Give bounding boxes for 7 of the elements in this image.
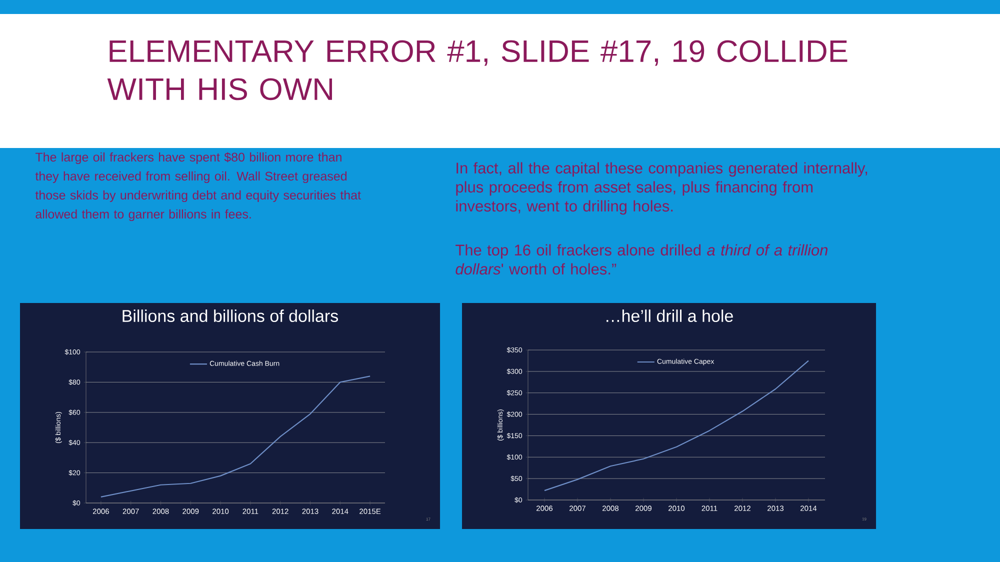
line-series — [544, 360, 810, 492]
text: In fact, all the capital these companies generated internally, plus proceeds from asset sales, plus financing from investors, went to drilling holes. — [456, 162, 868, 215]
text: The large oil frackers have spent $80 billion more than they have received from selling oil. Wall Street greased those skids by underwriting debt and equity securities that allowed them to garner billions in fees. — [35, 152, 361, 222]
text: The top 16 oil frackers alone drilled a third of a trillion dollars' worth of holes.” — [456, 244, 828, 275]
chart-title: Billions and billions of dollars — [122, 310, 338, 322]
text: ELEMENTARY ERROR #1, SLIDE #17, 19 COLLIDE WITH HIS OWN — [107, 40, 848, 100]
chart-title: …he’ll drill a hole — [606, 310, 733, 322]
